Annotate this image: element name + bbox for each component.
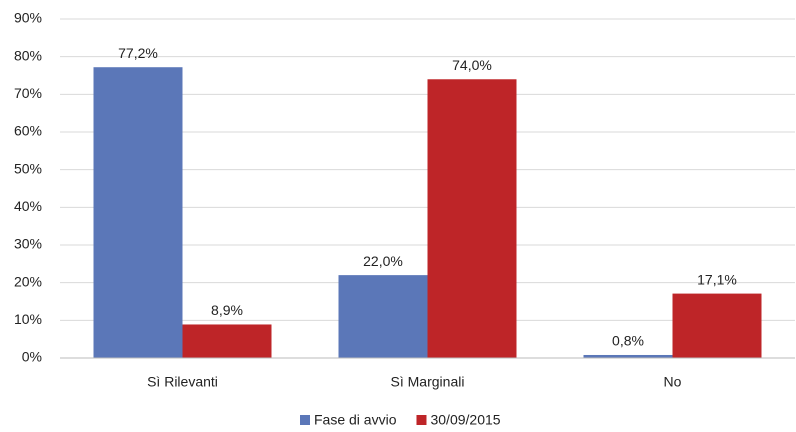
legend-label: Fase di avvio [314,412,397,428]
y-tick-label: 80% [14,47,42,63]
value-label: 74,0% [452,57,492,73]
value-label: 77,2% [118,45,158,61]
legend-swatch [416,415,427,425]
bar [93,67,183,359]
value-label: 0,8% [612,333,644,349]
x-tick-label: Sì Marginali [391,374,465,390]
y-tick-label: 70% [14,85,42,101]
legend-label: 30/09/2015 [430,412,500,428]
value-label: 22,0% [363,253,403,269]
y-tick-label: 60% [14,123,42,139]
y-tick-label: 20% [14,273,42,289]
y-tick-label: 0% [22,349,42,365]
bar [427,79,517,359]
x-tick-label: No [664,374,682,390]
bar [182,324,272,358]
x-tick-label: Sì Rilevanti [147,374,218,390]
bar [338,275,428,358]
y-tick-label: 30% [14,236,42,252]
y-tick-label: 10% [14,311,42,327]
value-label: 8,9% [211,302,243,318]
bar [583,354,673,358]
value-label: 17,1% [697,271,737,287]
y-tick-label: 40% [14,198,42,214]
bar [672,293,762,358]
y-tick-label: 50% [14,160,42,176]
y-tick-label: 90% [14,10,42,26]
legend-swatch [300,415,310,425]
